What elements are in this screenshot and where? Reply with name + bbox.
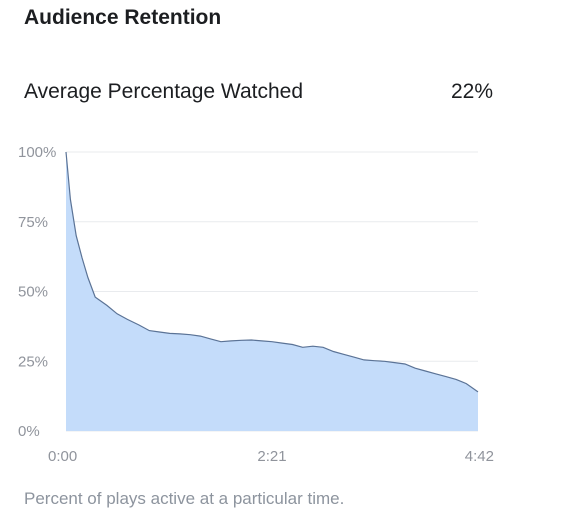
retention-line (65, 151, 479, 393)
chart-caption: Percent of plays active at a particular … (24, 489, 345, 508)
x-tick-label: 2:21 (257, 448, 286, 465)
average-percentage-label: Average Percentage Watched (24, 80, 304, 103)
y-tick-label: 50% (18, 284, 48, 301)
y-tick-label: 100% (18, 144, 56, 161)
y-tick-label: 75% (18, 214, 48, 231)
average-percentage-value: 22% (450, 80, 493, 103)
x-tick-label: 4:42 (465, 448, 494, 465)
retention-area-layer (65, 151, 479, 431)
y-tick-label: 0% (18, 423, 40, 440)
x-tick-label: 0:00 (48, 448, 77, 465)
retention-chart: 0% 25% 50% 75% 100% 0:00 2:21 4:42 (18, 144, 494, 465)
card-title: Audience Retention (24, 6, 222, 29)
y-axis-ticks: 0% 25% 50% 75% 100% (18, 144, 56, 440)
y-tick-label: 25% (18, 353, 48, 370)
x-axis-ticks: 0:00 2:21 4:42 (48, 448, 494, 465)
